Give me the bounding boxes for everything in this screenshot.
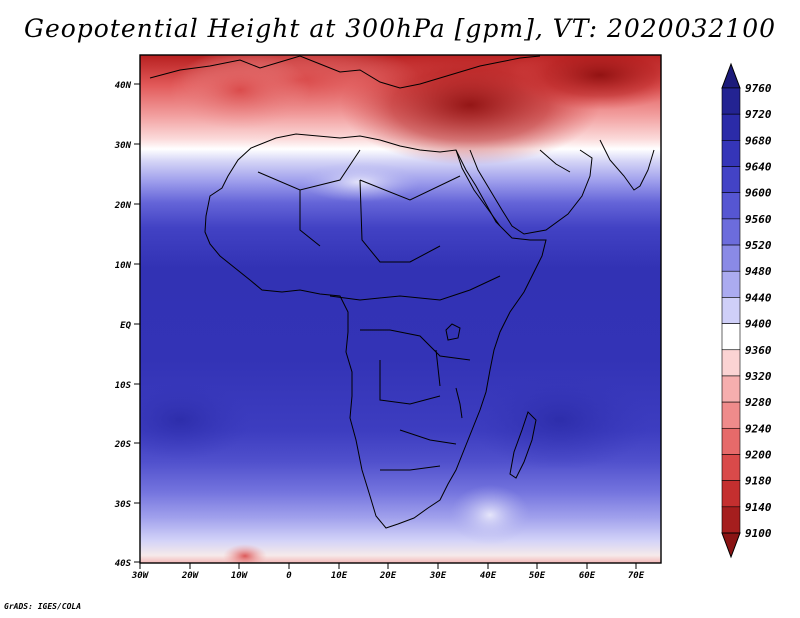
- low-south-atlantic: [223, 544, 267, 563]
- dark-band-indian-ocean: [470, 370, 650, 470]
- lake-victoria: [445, 323, 461, 341]
- lon-label-10e: 10E: [331, 571, 348, 581]
- lon-label-40e: 40E: [480, 571, 497, 581]
- arabia-coastline: [469, 149, 593, 235]
- colorbar-label: 9480: [745, 265, 772, 278]
- latitude-axis: [134, 83, 140, 563]
- borders-north-africa: [257, 149, 461, 263]
- lon-label-30w: 30W: [131, 571, 150, 581]
- india-coastline: [599, 139, 655, 191]
- ridge-iberia: [170, 55, 310, 130]
- africa-coastline: [204, 133, 547, 529]
- lat-label-30s: 30S: [114, 500, 132, 510]
- longitude-labels: 30W 20W 10W 0 10E 20E 30E 40E 50E 60E 70…: [131, 571, 645, 581]
- lon-label-50e: 50E: [529, 571, 546, 581]
- colorbar-label: 9760: [745, 82, 772, 95]
- colorbar-segment: [721, 140, 741, 167]
- colorbar-segment: [721, 375, 741, 403]
- lon-label-0: 0: [286, 571, 292, 581]
- colorbar-segment: [721, 192, 741, 220]
- footer-credit: GrADS: IGES/COLA: [4, 602, 82, 611]
- colorbar-segment: [721, 244, 741, 272]
- map-title: Geopotential Height at 300hPa [gpm], VT:…: [23, 14, 777, 43]
- colorbar-segment: [721, 87, 741, 115]
- colorbar-label: 9600: [745, 187, 772, 200]
- colorbar-segment: [721, 427, 741, 455]
- lat-label-20s: 20S: [114, 440, 132, 450]
- colorbar-segment: [721, 323, 741, 351]
- colorbar: 9760 9720 9680 9640 9600 9560 9520 9480 9440 9400…: [721, 62, 772, 559]
- lat-label-40s: 40S: [115, 559, 132, 569]
- colorbar-segment: [721, 113, 741, 141]
- dark-band-south-atlantic: [140, 380, 250, 460]
- red-sea: [455, 149, 501, 227]
- colorbar-label: 9140: [745, 501, 772, 514]
- colorbar-label: 9280: [745, 396, 772, 409]
- colorbar-label: 9400: [745, 318, 772, 331]
- ridge-south-indian-ocean: [450, 485, 530, 545]
- lat-label-30n: 30N: [114, 141, 132, 151]
- persian-gulf: [539, 149, 571, 173]
- colorbar-label: 9200: [745, 448, 772, 461]
- colorbar-segment: [721, 297, 741, 324]
- colorbar-label: 9240: [745, 422, 772, 435]
- colorbar-segment: [721, 166, 741, 194]
- lon-label-70e: 70E: [628, 571, 645, 581]
- lon-label-10w: 10W: [231, 571, 249, 581]
- colorbar-label: 9680: [745, 134, 772, 147]
- lat-label-eq: EQ: [120, 321, 131, 331]
- colorbar-label: 9100: [745, 527, 772, 540]
- lon-label-30e: 30E: [429, 571, 447, 581]
- height-field: [140, 55, 661, 563]
- europe-coastline: [149, 55, 541, 89]
- lake-malawi: [455, 387, 463, 419]
- trough-central-asia: [510, 55, 661, 110]
- colorbar-cap-top: [721, 62, 741, 89]
- colorbar-segment: [721, 270, 741, 298]
- colorbar-label: 9640: [745, 161, 772, 174]
- colorbar-segment: [721, 349, 741, 377]
- madagascar-coastline: [509, 411, 537, 479]
- colorbar-label: 9180: [745, 475, 772, 488]
- colorbar-label: 9560: [745, 213, 772, 226]
- latitude-labels: 40N 30N 20N 10N EQ 10S 20S 30S 40S: [114, 81, 132, 569]
- plot-frame: [139, 54, 662, 564]
- colorbar-label: 9440: [745, 291, 772, 304]
- lon-label-20w: 20W: [181, 571, 200, 581]
- coastlines: [149, 55, 655, 529]
- lat-label-40n: 40N: [115, 81, 132, 91]
- colorbar-cap-bottom: [721, 532, 741, 559]
- lat-label-10n: 10N: [115, 261, 132, 271]
- colorbar-segment: [721, 218, 741, 246]
- longitude-axis: [139, 563, 637, 569]
- lon-label-60e: 60E: [579, 571, 596, 581]
- colorbar-segment: [721, 401, 741, 429]
- borders-central-africa: [329, 275, 501, 471]
- colorbar-segment: [721, 506, 741, 534]
- lake-tanganyika: [435, 349, 441, 387]
- lat-label-10s: 10S: [115, 381, 132, 391]
- colorbar-label: 9720: [745, 108, 772, 121]
- colorbar-label: 9360: [745, 344, 772, 357]
- colorbar-segment: [721, 480, 741, 508]
- lon-label-20e: 20E: [379, 571, 397, 581]
- colorbar-segment: [721, 454, 741, 481]
- lat-label-20n: 20N: [114, 201, 132, 211]
- colorbar-label: 9320: [745, 370, 772, 383]
- colorbar-label: 9520: [745, 239, 772, 252]
